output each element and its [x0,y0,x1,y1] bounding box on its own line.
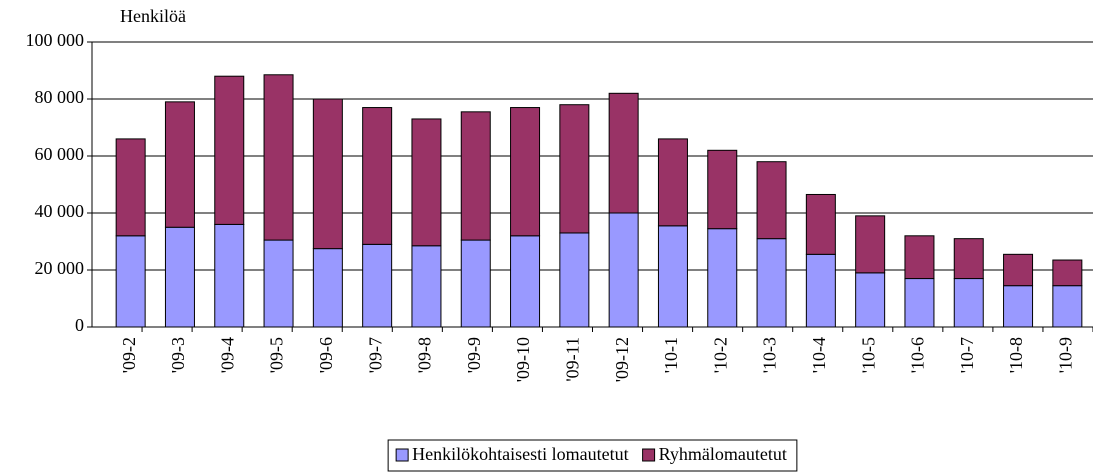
bar-segment [707,228,738,328]
y-tick-label: 20 000 [35,258,85,278]
x-tick-label: '10-7 [957,337,977,373]
x-tick-label: '09-6 [316,337,336,373]
bar-segment [164,101,195,228]
y-tick-label: 80 000 [35,87,85,107]
y-tick-label: 60 000 [35,144,85,164]
bar-segment [263,239,294,328]
bar-segment [855,272,886,328]
x-tick-label: '09-9 [464,337,484,373]
x-tick-label: '09-7 [365,337,385,373]
bar-segment [855,215,886,274]
x-tick-label: '10-5 [858,337,878,373]
x-tick-label: '10-9 [1055,337,1075,373]
bar-segment [460,111,491,241]
bar-segment [460,239,491,328]
bar-segment [608,212,639,328]
x-tick-label: '09-11 [562,337,582,382]
chart-title: Henkilöä [120,6,186,26]
bar-segment [756,161,787,240]
bar-segment [608,92,639,214]
bar-segment [805,193,836,255]
legend-swatch [642,448,656,462]
bar-segment [805,253,836,328]
bar-segment [657,225,688,328]
bar-segment [1003,285,1034,328]
bar-segment [707,149,738,230]
y-tick-label: 100 000 [26,30,85,50]
x-tick-label: '10-2 [710,337,730,373]
bar-segment [510,107,541,237]
bar-segment [411,118,442,247]
legend-swatch [395,448,409,462]
bar-segment [362,243,393,328]
bar-segment [411,245,442,328]
x-tick-label: '09-3 [168,337,188,373]
bar-segment [115,235,146,328]
bar-segment [953,278,984,328]
bar-segment [362,107,393,245]
x-tick-label: '10-3 [760,337,780,373]
bar-segment [1052,259,1083,287]
bar-segment [657,138,688,227]
y-tick-label: 0 [75,315,84,335]
legend-label: Henkilökohtaisesti lomautetut [412,444,628,464]
bar-segment [312,248,343,328]
y-tick-label: 40 000 [35,201,85,221]
bar-segment [559,232,590,328]
x-tick-label: '09-8 [415,337,435,373]
bar-segment [214,223,245,328]
bar-segment [559,104,590,234]
x-tick-label: '09-2 [119,337,139,373]
legend: Henkilökohtaisesti lomautetut Ryhmälomaut… [387,439,798,472]
bar-segment [115,138,146,237]
legend-box [387,439,798,472]
x-tick-label: '10-8 [1006,337,1026,373]
bar-segment [312,98,343,250]
bar-segment [904,278,935,328]
x-tick-label: '09-10 [513,337,533,382]
bar-segment [214,75,245,225]
bar-segment [164,226,195,328]
x-tick-label: '09-4 [217,337,237,373]
bar-segment [756,238,787,328]
x-tick-label: '10-1 [661,337,681,373]
bar-segment [263,74,294,241]
bar-segment [1003,253,1034,287]
x-tick-label: '10-4 [809,337,829,373]
bar-segment [904,235,935,280]
bar-segment [510,235,541,328]
bar-segment [953,238,984,280]
x-tick-label: '09-12 [612,337,632,382]
bar-segment [1052,285,1083,328]
legend-label: Ryhmälomautetut [659,444,787,464]
x-tick-label: '10-6 [908,337,928,373]
x-tick-label: '09-5 [267,337,287,373]
